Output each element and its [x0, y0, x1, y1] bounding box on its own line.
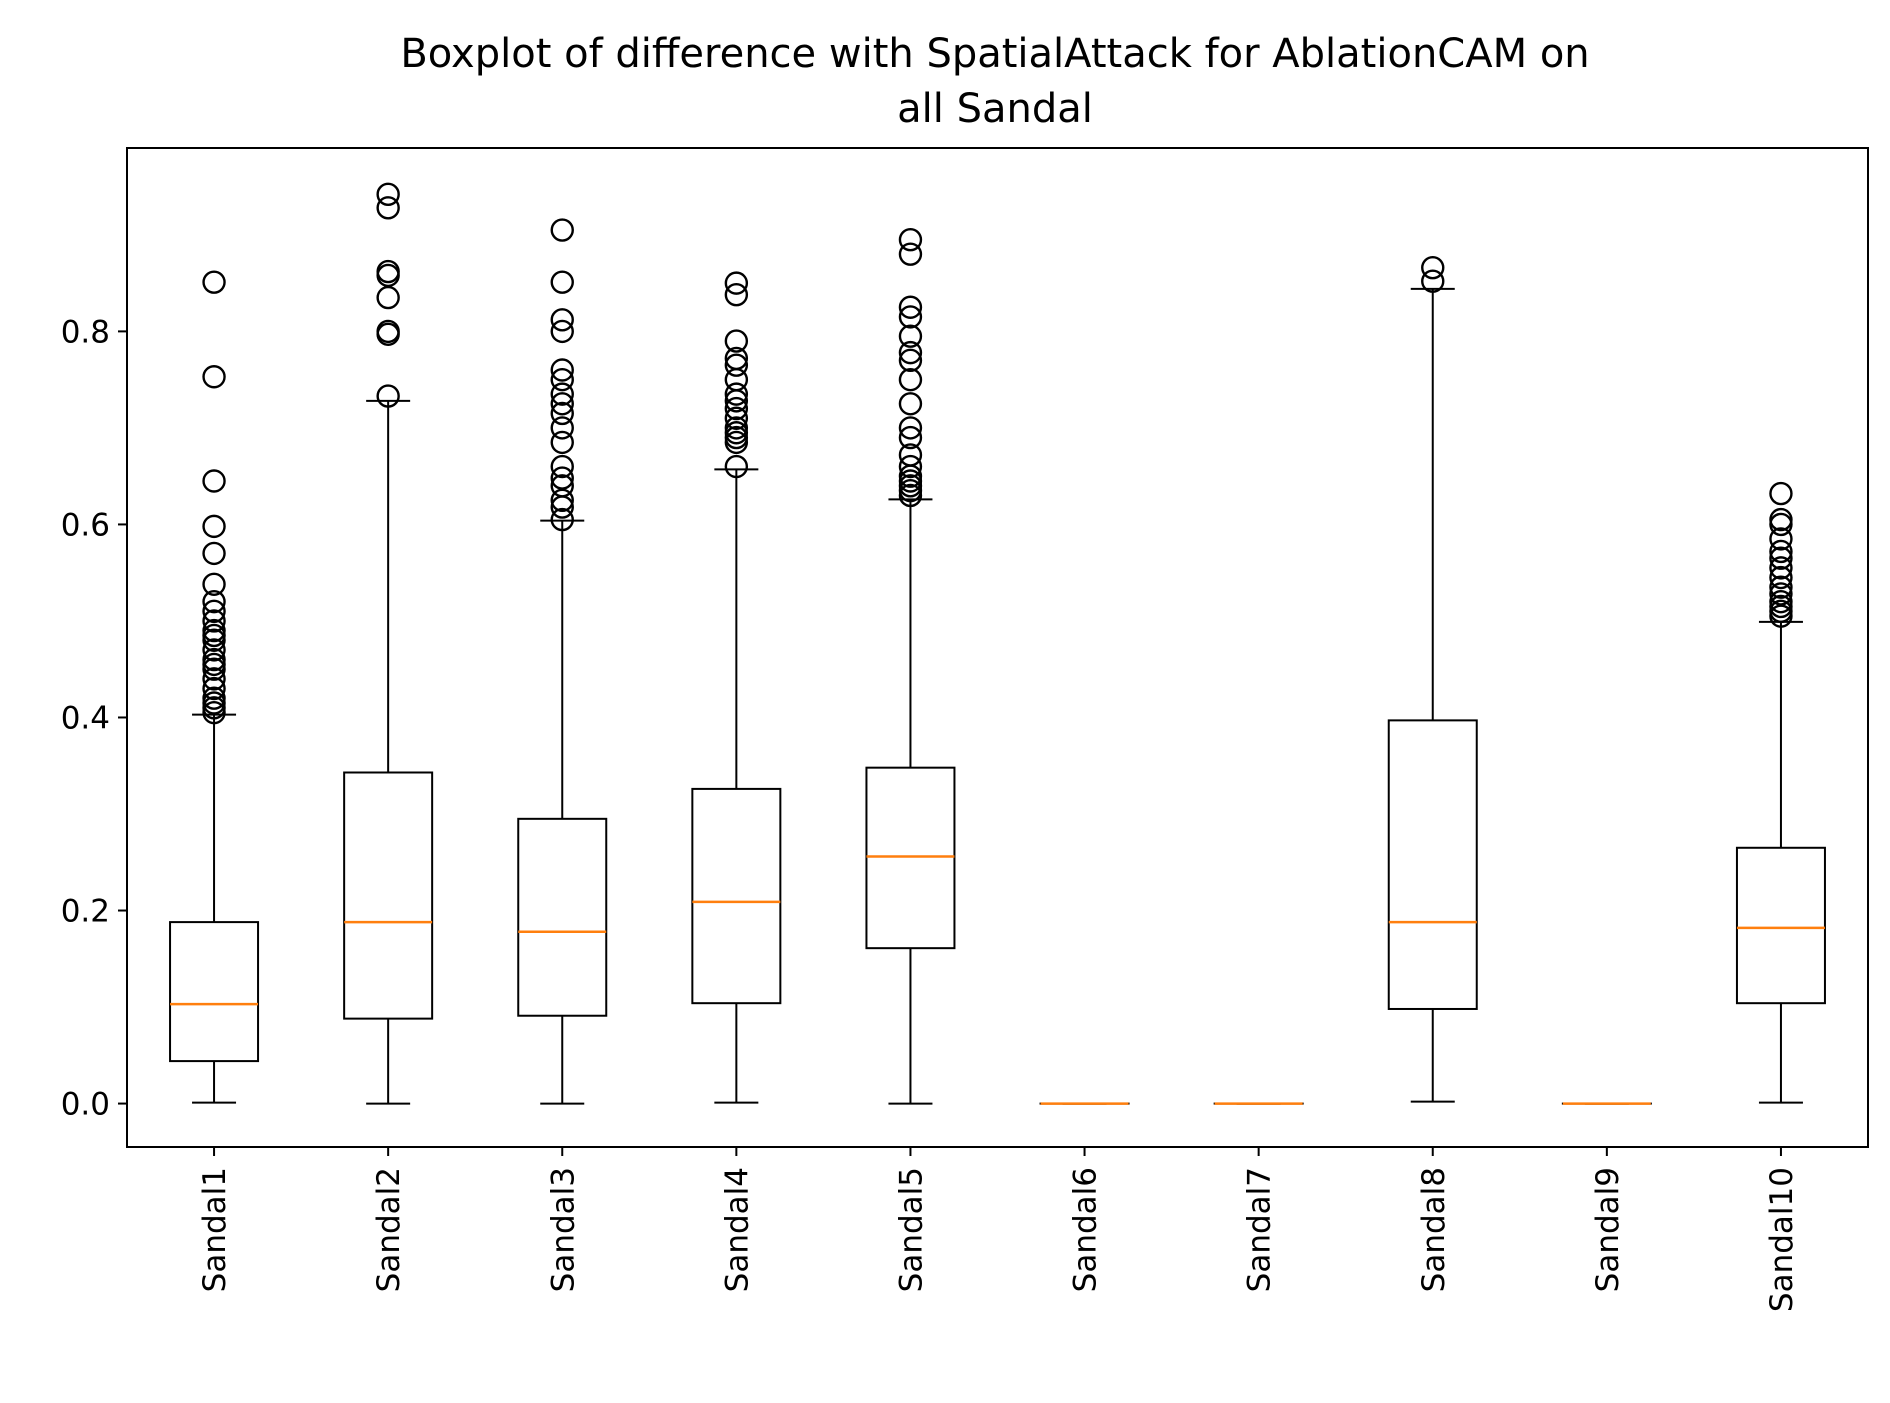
- x-tick-label: Sandal9: [1590, 1167, 1626, 1292]
- y-tick-label: 0.0: [61, 1087, 110, 1123]
- x-tick-label: Sandal4: [719, 1167, 755, 1292]
- x-tick-label: Sandal6: [1068, 1167, 1104, 1292]
- x-tick-label: Sandal2: [371, 1167, 407, 1292]
- chart-title-line-1: Boxplot of difference with SpatialAttack…: [400, 31, 1589, 77]
- x-tick-label: Sandal3: [545, 1167, 581, 1292]
- y-tick-label: 0.4: [61, 700, 110, 736]
- y-tick-label: 0.8: [61, 314, 110, 350]
- y-tick-label: 0.6: [61, 507, 110, 543]
- x-tick-label: Sandal7: [1242, 1167, 1278, 1292]
- y-tick-label: 0.2: [61, 894, 110, 930]
- x-tick-label: Sandal10: [1764, 1167, 1800, 1312]
- x-tick-label: Sandal5: [893, 1167, 929, 1292]
- x-tick-label: Sandal1: [197, 1167, 233, 1292]
- chart-title-line-2: all Sandal: [897, 86, 1093, 132]
- x-tick-label: Sandal8: [1416, 1167, 1452, 1292]
